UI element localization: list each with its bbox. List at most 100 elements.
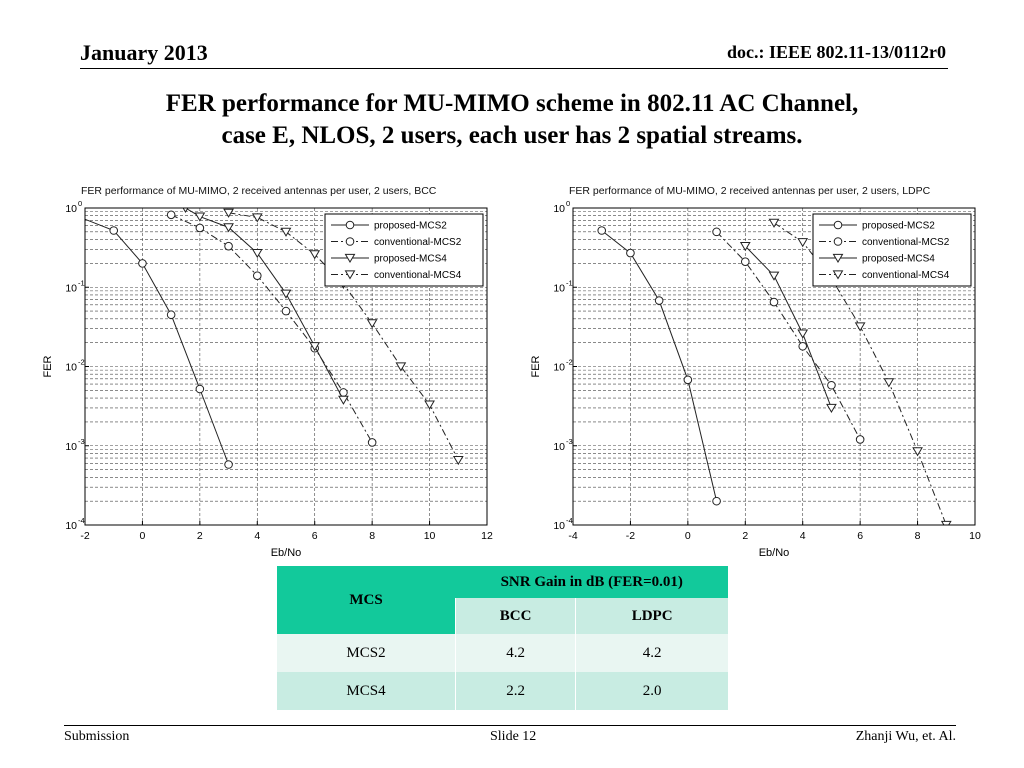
data-point bbox=[367, 438, 377, 447]
chart-title: FER performance of MU-MIMO, 2 received a… bbox=[569, 185, 931, 197]
y-tick-label: 10 bbox=[553, 441, 565, 453]
x-tick-label: -2 bbox=[80, 530, 89, 542]
data-point bbox=[424, 400, 435, 410]
table-cell-mcs: MCS2 bbox=[277, 634, 456, 672]
bcc-fer-chart: FER performance of MU-MIMO, 2 received a… bbox=[42, 185, 493, 559]
series-line bbox=[170, 214, 373, 443]
x-tick-label: 8 bbox=[915, 530, 921, 542]
series-line bbox=[85, 218, 230, 465]
x-tick-label: 2 bbox=[742, 530, 748, 542]
legend: proposed-MCS2 conventional-MCS2 proposed-M… bbox=[812, 213, 972, 287]
table-row: MCS2 4.2 4.2 bbox=[277, 634, 728, 672]
data-point bbox=[251, 248, 263, 259]
data-point bbox=[798, 341, 808, 351]
table-cell-bcc: 4.2 bbox=[454, 634, 576, 672]
data-point bbox=[251, 213, 263, 223]
data-point bbox=[712, 227, 721, 237]
legend-label: proposed-MCS4 bbox=[374, 254, 447, 265]
x-tick-label: 6 bbox=[857, 530, 863, 542]
data-point bbox=[883, 378, 895, 388]
y-tick-exponent: -4 bbox=[566, 516, 573, 525]
data-point bbox=[855, 435, 865, 444]
y-tick-exponent: -2 bbox=[78, 358, 85, 367]
legend-marker bbox=[832, 270, 844, 280]
header-doc-id: doc.: IEEE 802.11-13/0112r0 bbox=[726, 42, 946, 62]
x-tick-label: -2 bbox=[626, 530, 635, 542]
y-tick-exponent: -3 bbox=[78, 437, 85, 446]
ldpc-column-header: LDPC bbox=[575, 598, 728, 634]
legend-label: proposed-MCS4 bbox=[862, 254, 935, 265]
y-tick-exponent: -1 bbox=[566, 278, 573, 287]
data-point bbox=[768, 218, 780, 228]
x-tick-label: 12 bbox=[481, 530, 493, 542]
y-tick-label: 10 bbox=[65, 362, 77, 374]
y-tick-exponent: -2 bbox=[566, 358, 573, 367]
y-tick-label: 10 bbox=[553, 282, 565, 294]
mcs-column-header: MCS bbox=[277, 566, 456, 634]
legend-marker bbox=[832, 253, 844, 264]
y-tick-exponent: 0 bbox=[566, 199, 570, 208]
data-point bbox=[797, 238, 809, 248]
data-point bbox=[138, 259, 147, 268]
footer-slide-number: Slide 12 bbox=[490, 729, 537, 744]
y-tick-label: 10 bbox=[553, 520, 565, 532]
data-point bbox=[223, 223, 234, 233]
data-point bbox=[626, 248, 635, 258]
y-tick-label: 10 bbox=[65, 441, 77, 453]
x-tick-label: 10 bbox=[969, 530, 981, 542]
x-tick-label: 0 bbox=[140, 530, 146, 542]
y-tick-label: 10 bbox=[65, 282, 77, 294]
slide-title-line-1: FER performance for MU-MIMO scheme in 80… bbox=[165, 90, 859, 117]
snr-gain-table: MCS SNR Gain in dB (FER=0.01) BCC LDPC M… bbox=[277, 566, 728, 710]
data-point bbox=[826, 403, 837, 413]
x-tick-label: 0 bbox=[685, 530, 691, 542]
footer-author: Zhanji Wu, et. Al. bbox=[855, 729, 956, 744]
data-point bbox=[768, 271, 780, 281]
slide-title: FER performance for MU-MIMO scheme in 80… bbox=[0, 88, 1024, 152]
data-point bbox=[452, 455, 464, 466]
footer-submission: Submission bbox=[64, 729, 130, 744]
grid bbox=[573, 208, 975, 525]
y-axis-label: FER bbox=[42, 355, 54, 377]
data-point bbox=[912, 447, 923, 457]
ldpc-fer-chart: FER performance of MU-MIMO, 2 received a… bbox=[530, 185, 981, 559]
legend-marker bbox=[344, 253, 356, 264]
data-point bbox=[109, 226, 119, 235]
data-point bbox=[280, 227, 292, 237]
data-point bbox=[712, 496, 721, 506]
table-cell-mcs: MCS4 bbox=[277, 672, 456, 710]
snr-gain-header: SNR Gain in dB (FER=0.01) bbox=[455, 566, 728, 598]
legend-marker bbox=[344, 270, 356, 280]
data-point bbox=[252, 271, 262, 280]
legend-label: proposed-MCS2 bbox=[862, 221, 935, 232]
legend-marker bbox=[833, 220, 843, 230]
series-group bbox=[597, 218, 952, 525]
data-point bbox=[223, 208, 234, 218]
data-point bbox=[597, 226, 607, 235]
data-point bbox=[366, 319, 378, 329]
data-point bbox=[224, 241, 233, 251]
legend-label: conventional-MCS4 bbox=[374, 270, 462, 281]
legend-marker bbox=[345, 220, 355, 230]
data-point bbox=[195, 223, 205, 233]
legend-label: conventional-MCS2 bbox=[862, 237, 950, 248]
x-tick-label: -4 bbox=[568, 530, 577, 542]
data-point bbox=[797, 329, 809, 339]
y-tick-exponent: -3 bbox=[566, 437, 573, 446]
data-point bbox=[309, 342, 321, 352]
legend: proposed-MCS2 conventional-MCS2 proposed-M… bbox=[324, 213, 484, 287]
data-point bbox=[280, 289, 292, 299]
data-point bbox=[166, 310, 176, 320]
x-axis-label: Eb/No bbox=[271, 547, 302, 559]
data-point bbox=[827, 380, 836, 390]
y-tick-label: 10 bbox=[553, 203, 565, 215]
data-point bbox=[940, 520, 952, 525]
y-tick-label: 10 bbox=[553, 362, 565, 374]
data-point bbox=[338, 395, 349, 405]
data-point bbox=[195, 384, 205, 394]
y-tick-label: 10 bbox=[65, 520, 77, 532]
x-axis-label: Eb/No bbox=[759, 547, 790, 559]
data-point bbox=[740, 257, 750, 267]
header-date: January 2013 bbox=[80, 40, 208, 65]
legend-label: proposed-MCS2 bbox=[374, 221, 447, 232]
